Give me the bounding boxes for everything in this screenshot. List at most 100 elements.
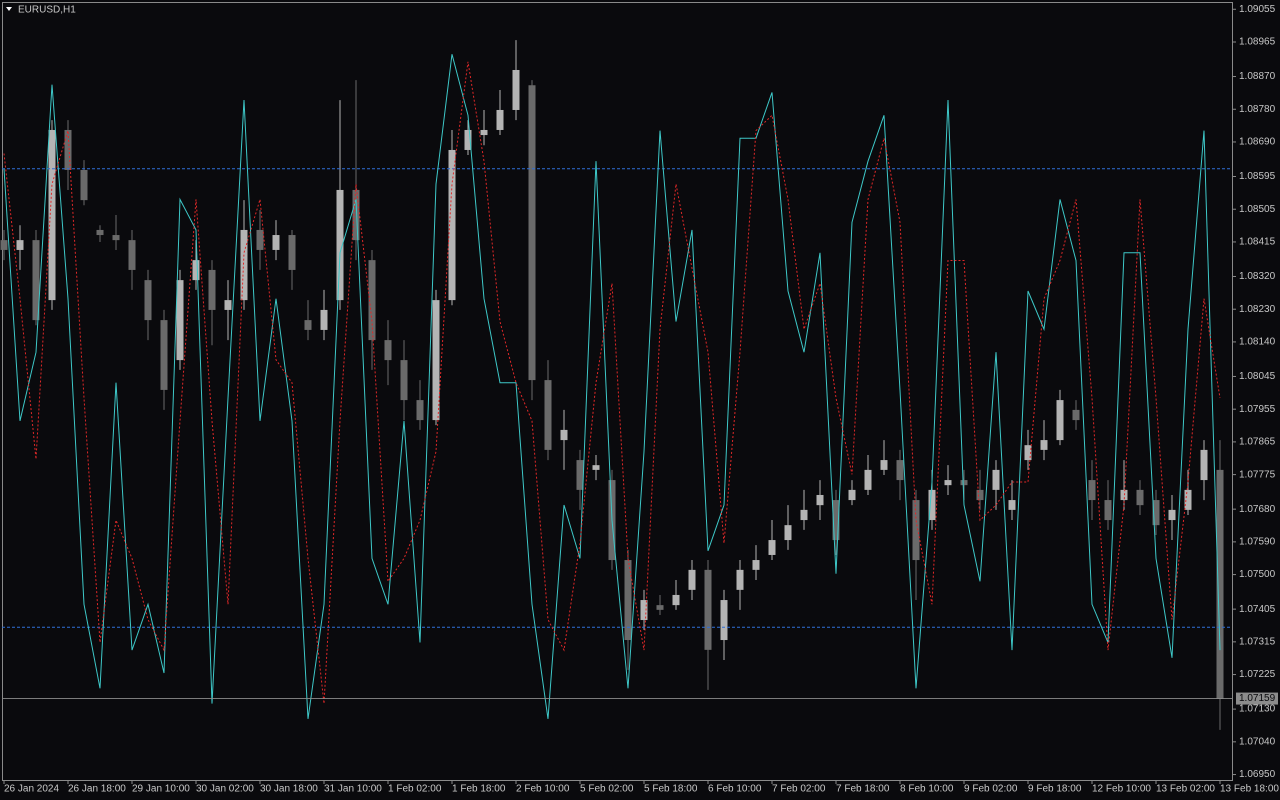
candle-body bbox=[896, 460, 904, 481]
candle-body bbox=[1104, 500, 1112, 521]
candle-body bbox=[640, 600, 648, 621]
candle-body bbox=[256, 229, 264, 250]
candle-body bbox=[1200, 449, 1208, 481]
candle-body bbox=[816, 494, 824, 506]
y-tick-label: 1.07130 bbox=[1239, 704, 1276, 715]
candle-body bbox=[848, 489, 856, 501]
y-tick-label: 1.09055 bbox=[1239, 4, 1276, 15]
candle-body bbox=[1168, 509, 1176, 521]
y-tick-label: 1.08965 bbox=[1239, 37, 1276, 48]
candle-body bbox=[288, 235, 296, 270]
candle-body bbox=[784, 525, 792, 541]
y-tick-label: 1.08415 bbox=[1239, 237, 1276, 248]
candle-body bbox=[496, 109, 504, 130]
candle-body bbox=[928, 489, 936, 521]
y-tick-label: 1.06950 bbox=[1239, 769, 1276, 780]
y-tick-label: 1.08595 bbox=[1239, 171, 1276, 182]
candle-body bbox=[192, 260, 200, 281]
plot-frame bbox=[2, 2, 1233, 781]
candle-body bbox=[992, 469, 1000, 490]
candle-body bbox=[688, 569, 696, 590]
x-tick-label: 7 Feb 02:00 bbox=[772, 784, 826, 795]
candle-body bbox=[864, 469, 872, 490]
candle-body bbox=[736, 569, 744, 590]
candle-body bbox=[16, 240, 24, 250]
candle-body bbox=[0, 240, 8, 250]
x-tick-label: 30 Jan 18:00 bbox=[260, 784, 318, 795]
candle-body bbox=[960, 480, 968, 486]
x-tick-label: 9 Feb 18:00 bbox=[1028, 784, 1082, 795]
candle-body bbox=[1184, 489, 1192, 510]
x-tick-label: 12 Feb 10:00 bbox=[1092, 784, 1151, 795]
candle-body bbox=[352, 189, 360, 241]
last-price-box bbox=[1236, 692, 1278, 705]
candle-body bbox=[64, 129, 72, 170]
y-tick-label: 1.07680 bbox=[1239, 504, 1276, 515]
candle-body bbox=[80, 169, 88, 201]
y-tick-label: 1.08505 bbox=[1239, 204, 1276, 215]
candle-body bbox=[1136, 489, 1144, 506]
x-tick-label: 29 Jan 10:00 bbox=[132, 784, 190, 795]
candle-body bbox=[768, 540, 776, 555]
candle-body bbox=[1040, 440, 1048, 450]
x-tick-label: 1 Feb 18:00 bbox=[452, 784, 506, 795]
candle-body bbox=[544, 380, 552, 450]
y-tick-label: 1.07225 bbox=[1239, 669, 1276, 680]
y-tick-label: 1.08045 bbox=[1239, 371, 1276, 382]
candle-body bbox=[592, 465, 600, 470]
candle-body bbox=[208, 269, 216, 310]
symbol-menu-arrow[interactable] bbox=[6, 7, 12, 11]
y-tick-label: 1.08320 bbox=[1239, 271, 1276, 282]
candle-body bbox=[160, 320, 168, 390]
candle-body bbox=[752, 560, 760, 570]
candle-body bbox=[1072, 409, 1080, 421]
x-tick-label: 5 Feb 18:00 bbox=[644, 784, 698, 795]
x-tick-label: 26 Jan 18:00 bbox=[68, 784, 126, 795]
x-tick-label: 7 Feb 18:00 bbox=[836, 784, 890, 795]
candle-body bbox=[512, 69, 520, 110]
candle-body bbox=[96, 229, 104, 236]
chart-title: EURUSD,H1 bbox=[18, 5, 76, 16]
y-tick-label: 1.08780 bbox=[1239, 104, 1276, 115]
y-tick-label: 1.07040 bbox=[1239, 736, 1276, 747]
y-tick-label: 1.07955 bbox=[1239, 404, 1276, 415]
y-tick-label: 1.08230 bbox=[1239, 304, 1276, 315]
x-tick-label: 31 Jan 10:00 bbox=[324, 784, 382, 795]
candle-body bbox=[272, 235, 280, 250]
candle-body bbox=[1088, 480, 1096, 501]
y-tick-label: 1.08140 bbox=[1239, 337, 1276, 348]
candle-body bbox=[624, 560, 632, 641]
y-tick-label: 1.07590 bbox=[1239, 537, 1276, 548]
y-tick-label: 1.07865 bbox=[1239, 437, 1276, 448]
y-tick-label: 1.07775 bbox=[1239, 469, 1276, 480]
candle-body bbox=[1008, 500, 1016, 510]
candle-body bbox=[416, 400, 424, 421]
candle-body bbox=[944, 480, 952, 486]
candle-body bbox=[1216, 469, 1224, 699]
y-tick-label: 1.08870 bbox=[1239, 71, 1276, 82]
candle-body bbox=[912, 500, 920, 561]
indicator-line bbox=[3, 54, 1221, 719]
candle-body bbox=[32, 240, 40, 321]
x-tick-label: 5 Feb 02:00 bbox=[580, 784, 634, 795]
candle-body bbox=[976, 489, 984, 501]
candle-body bbox=[1024, 445, 1032, 461]
x-tick-label: 30 Jan 02:00 bbox=[196, 784, 254, 795]
y-tick-label: 1.07500 bbox=[1239, 569, 1276, 580]
indicator-line bbox=[3, 61, 1221, 704]
candle-body bbox=[400, 360, 408, 401]
candle-body bbox=[112, 235, 120, 241]
candle-body bbox=[320, 309, 328, 330]
x-tick-label: 2 Feb 10:00 bbox=[516, 784, 570, 795]
candle-body bbox=[704, 569, 712, 650]
candle-body bbox=[128, 240, 136, 270]
x-tick-label: 26 Jan 2024 bbox=[4, 784, 59, 795]
x-tick-label: 13 Feb 18:00 bbox=[1220, 784, 1279, 795]
candle-body bbox=[1152, 500, 1160, 526]
candle-body bbox=[528, 85, 536, 381]
candle-body bbox=[336, 189, 344, 301]
x-tick-label: 6 Feb 10:00 bbox=[708, 784, 762, 795]
